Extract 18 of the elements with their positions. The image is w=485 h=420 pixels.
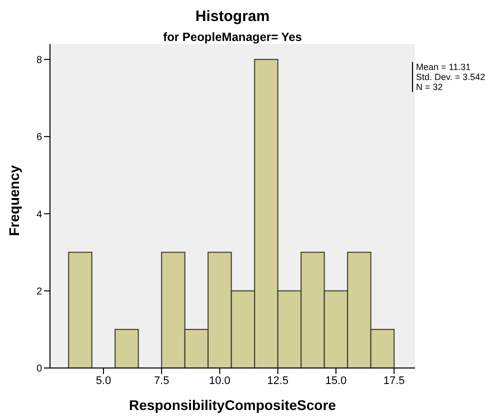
text: Mean = 11.31: [416, 62, 472, 72]
y-tick-label: 6: [36, 132, 42, 144]
x-tick-label: 12.5: [267, 374, 289, 387]
y-tick-label: 2: [36, 286, 42, 298]
text: Std. Dev. = 3.542: [416, 72, 485, 82]
chart-title: Histogram: [194, 8, 271, 25]
x-tick-label: 7.5: [154, 374, 170, 387]
x-tick-label: 17.5: [383, 374, 405, 387]
y-tick-label: 0: [36, 364, 42, 375]
y-axis-title: Frequency: [6, 164, 22, 236]
y-tick-label: 4: [36, 209, 42, 220]
x-tick-label: 15.0: [325, 374, 347, 387]
x-axis-title: ResponsibilityCompositeScore: [129, 397, 336, 413]
text: N = 32: [416, 82, 444, 92]
x-tick-label: 10.0: [209, 374, 230, 387]
x-tick-label: 5.0: [96, 374, 112, 387]
y-tick-label: 8: [36, 54, 42, 66]
chart-subtitle: for PeopleManager= Yes: [162, 30, 303, 44]
